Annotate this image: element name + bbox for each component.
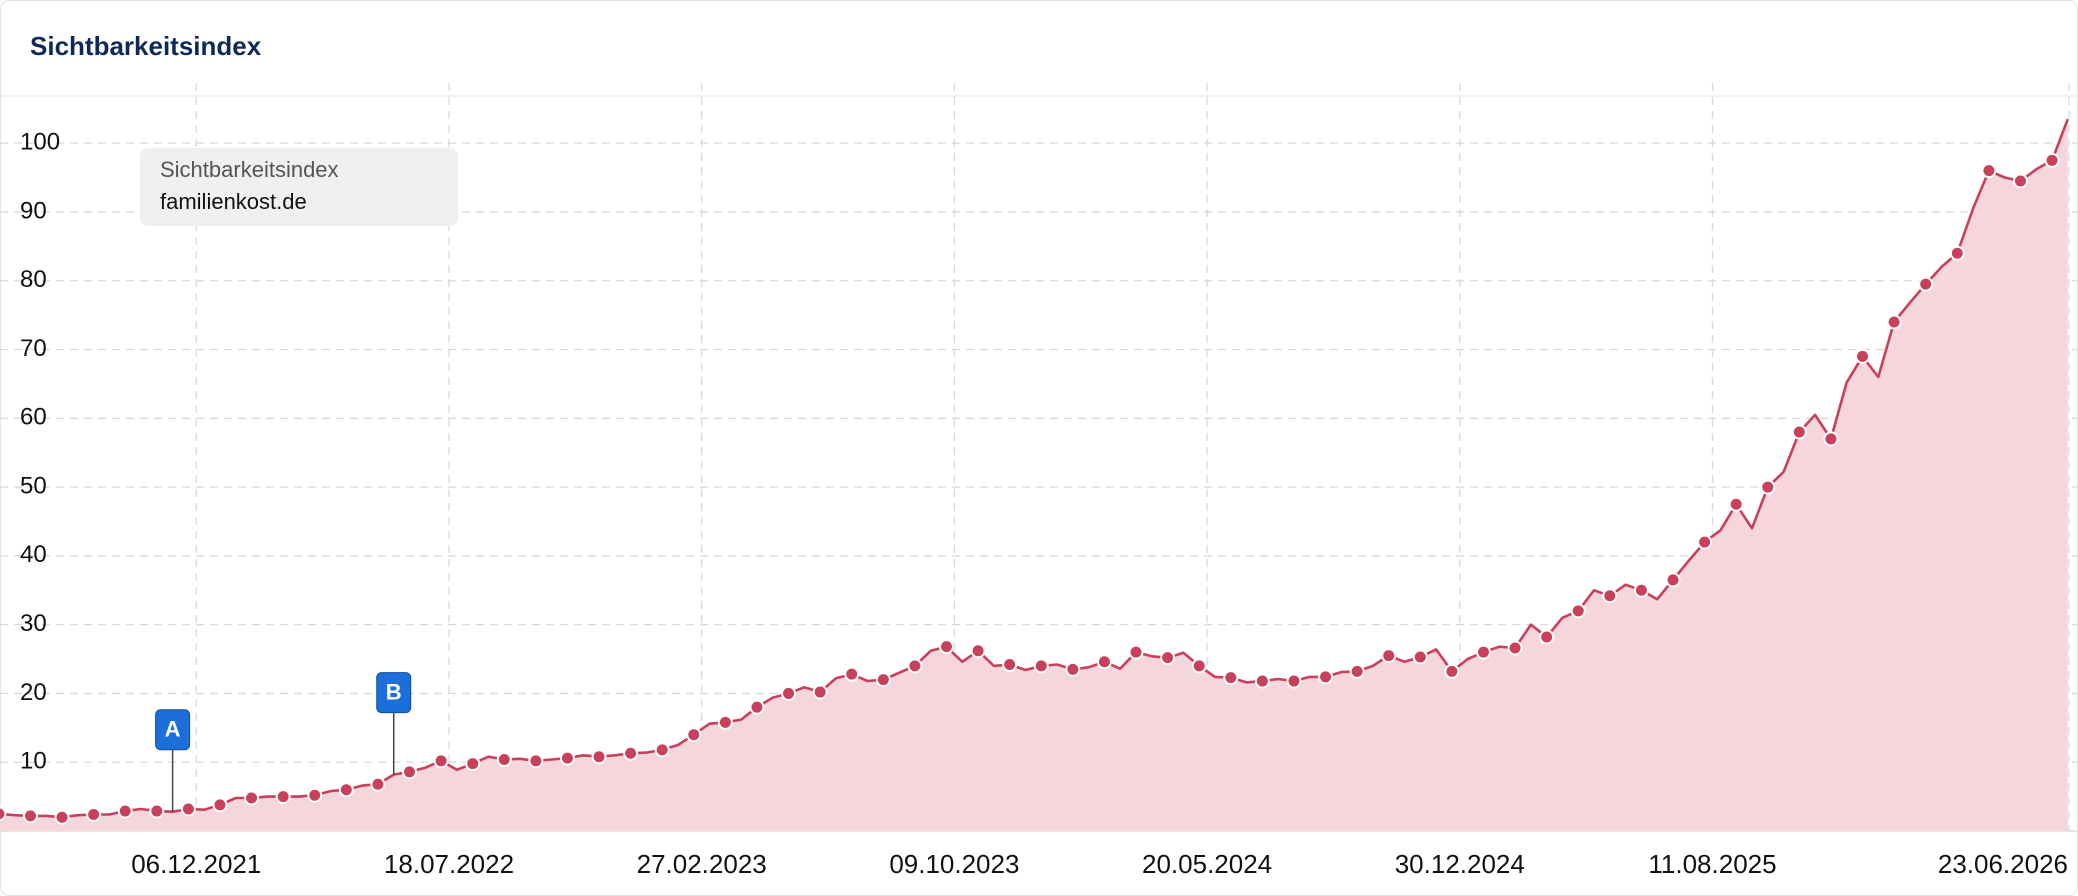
x-tick-label: 06.12.2021 xyxy=(131,849,261,879)
data-point xyxy=(2044,152,2060,168)
legend-entry: familienkost.de xyxy=(160,189,307,214)
data-point xyxy=(781,685,797,701)
x-tick-label: 18.07.2022 xyxy=(384,849,514,879)
data-point xyxy=(1349,663,1365,679)
data-point xyxy=(1381,648,1397,664)
legend-title: Sichtbarkeitsindex xyxy=(160,157,339,182)
data-point xyxy=(1444,663,1460,679)
data-point xyxy=(465,756,481,772)
data-point xyxy=(402,764,418,780)
data-point xyxy=(1254,673,1270,689)
y-tick-label: 90 xyxy=(20,197,47,224)
data-point xyxy=(1286,673,1302,689)
data-point xyxy=(180,801,196,817)
data-point xyxy=(717,714,733,730)
data-point xyxy=(1191,658,1207,674)
data-point xyxy=(338,782,354,798)
data-point xyxy=(875,672,891,688)
data-point xyxy=(1128,644,1144,660)
y-tick-label: 80 xyxy=(20,266,47,293)
x-tick-label: 23.06.2026 xyxy=(1938,849,2068,879)
data-point xyxy=(623,745,639,761)
data-point xyxy=(907,658,923,674)
data-point xyxy=(117,803,133,819)
data-point xyxy=(1096,654,1112,670)
data-point xyxy=(1318,669,1334,685)
y-tick-label: 100 xyxy=(20,128,60,155)
data-point xyxy=(938,639,954,655)
data-point xyxy=(1602,588,1618,604)
data-point xyxy=(212,797,228,813)
data-point xyxy=(1918,276,1934,292)
chart-title: Sichtbarkeitsindex xyxy=(30,31,262,61)
x-tick-label: 30.12.2024 xyxy=(1395,849,1525,879)
y-tick-label: 20 xyxy=(20,679,47,706)
annotation-badge xyxy=(376,672,412,714)
data-point xyxy=(1507,640,1523,656)
y-tick-label: 10 xyxy=(20,748,47,775)
data-point xyxy=(1633,582,1649,598)
data-point xyxy=(370,776,386,792)
y-tick-label: 70 xyxy=(20,335,47,362)
data-point xyxy=(1760,479,1776,495)
annotation-badge xyxy=(155,709,191,751)
data-point xyxy=(2012,173,2028,189)
data-point xyxy=(1002,657,1018,673)
data-point xyxy=(496,751,512,767)
data-point xyxy=(749,699,765,715)
y-tick-label: 30 xyxy=(20,610,47,637)
data-point xyxy=(1949,245,1965,261)
data-point xyxy=(22,808,38,824)
x-tick-label: 09.10.2023 xyxy=(889,849,1019,879)
legend: Sichtbarkeitsindex familienkost.de xyxy=(140,148,458,226)
data-point xyxy=(1855,348,1871,364)
data-point xyxy=(528,753,544,769)
data-point xyxy=(559,750,575,766)
y-tick-label: 40 xyxy=(20,541,47,568)
x-tick-label: 11.08.2025 xyxy=(1648,849,1776,879)
data-point xyxy=(844,666,860,682)
data-point xyxy=(1412,649,1428,665)
data-point xyxy=(1791,424,1807,440)
data-point xyxy=(1065,661,1081,677)
area xyxy=(0,119,2068,831)
data-point xyxy=(54,809,70,825)
data-point xyxy=(1728,496,1744,512)
y-tick-label: 50 xyxy=(20,472,47,499)
annotation-label: A xyxy=(165,717,181,742)
y-tick-label: 60 xyxy=(20,404,47,431)
data-point xyxy=(0,806,7,822)
data-point xyxy=(812,684,828,700)
data-point xyxy=(1160,650,1176,666)
plot: 10 20 30 40 50 60 70 80 90 100 06.12.2021 18.07.202… xyxy=(0,83,2078,879)
annotation-label: B xyxy=(386,679,402,704)
data-point xyxy=(654,742,670,758)
data-point xyxy=(244,790,260,806)
x-tick-label: 27.02.2023 xyxy=(637,849,767,879)
data-point xyxy=(686,727,702,743)
legend-box xyxy=(140,148,458,226)
x-tick-label: 20.05.2024 xyxy=(1142,849,1272,879)
data-point xyxy=(1570,603,1586,619)
data-point xyxy=(970,643,986,659)
data-point xyxy=(1697,534,1713,550)
data-point xyxy=(1823,431,1839,447)
data-point xyxy=(1475,644,1491,660)
data-point xyxy=(591,749,607,765)
data-point xyxy=(1981,163,1997,179)
data-point xyxy=(275,789,291,805)
data-point xyxy=(433,753,449,769)
data-point xyxy=(1665,572,1681,588)
data-point xyxy=(307,787,323,803)
data-point xyxy=(1033,658,1049,674)
data-point xyxy=(1886,314,1902,330)
data-point xyxy=(149,803,165,819)
data-point xyxy=(1223,670,1239,686)
data-point xyxy=(86,806,102,822)
data-point xyxy=(1539,629,1555,645)
